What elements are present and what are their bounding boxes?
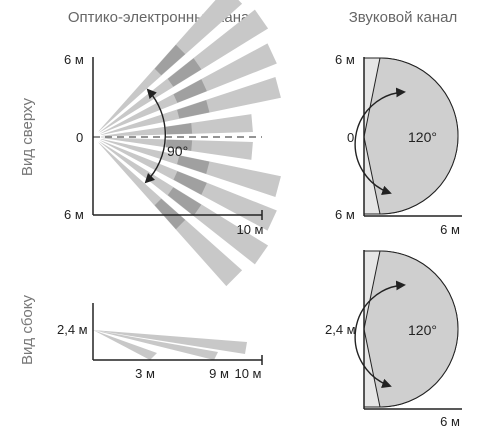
top-optical-y-top-label: 6 м: [64, 52, 84, 67]
optical-beam-overlap: [177, 100, 210, 119]
side-acoustic-x-end-label: 6 м: [440, 414, 460, 429]
top-acoustic-y-mid-label: 0: [347, 130, 354, 145]
optical-beam-overlap: [177, 155, 210, 174]
optical-beam-overlap: [173, 171, 207, 195]
angle-arc-120-side: [354, 280, 406, 389]
side-view-label: Вид сбоку: [19, 295, 36, 365]
optical-beam-overlap: [165, 139, 193, 151]
side-beam-long: [93, 330, 247, 354]
optical-beam-overlap: [167, 187, 202, 216]
side-optical-panel: 2,4 м 3 м 9 м 10 м: [57, 303, 263, 381]
top-acoustic-panel: 6 м 0 6 м 6 м 120°: [335, 52, 462, 237]
optical-beam-overlap: [154, 198, 186, 230]
acoustic-channel-header: Звуковой канал: [349, 9, 458, 26]
side-beam-mid: [93, 330, 218, 360]
top-optical-panel: 6 м 0 6 м 10 м 90°: [64, 0, 281, 287]
top-acoustic-x-end-label: 6 м: [440, 222, 460, 237]
side-beam-short: [93, 330, 157, 360]
optical-beam-overlap: [173, 79, 207, 103]
optical-beam-overlap: [165, 123, 193, 135]
angle-120-side-label: 120°: [408, 322, 437, 338]
side-acoustic-panel: 2,4 м 6 м 120°: [325, 250, 462, 429]
top-acoustic-y-bottom-label: 6 м: [335, 207, 355, 222]
top-view-label: Вид сверху: [19, 97, 36, 176]
side-optical-x3-label: 10 м: [234, 366, 261, 381]
optical-beam-fan: [98, 0, 281, 287]
top-optical-y-bottom-label: 6 м: [64, 207, 84, 222]
side-optical-x2-label: 9 м: [209, 366, 229, 381]
angle-arc-120-top: [354, 87, 406, 196]
angle-90-label: 90°: [167, 143, 188, 159]
side-acoustic-height-label: 2,4 м: [325, 322, 356, 337]
optical-beam-overlap: [167, 58, 202, 87]
top-optical-y-mid-label: 0: [76, 130, 83, 145]
angle-arc-90: [144, 88, 166, 184]
side-optical-x1-label: 3 м: [135, 366, 155, 381]
top-acoustic-y-top-label: 6 м: [335, 52, 355, 67]
top-optical-x-end-label: 10 м: [236, 222, 263, 237]
angle-120-top-label: 120°: [408, 129, 437, 145]
side-optical-height-label: 2,4 м: [57, 322, 88, 337]
optical-beam-overlap: [154, 44, 186, 76]
